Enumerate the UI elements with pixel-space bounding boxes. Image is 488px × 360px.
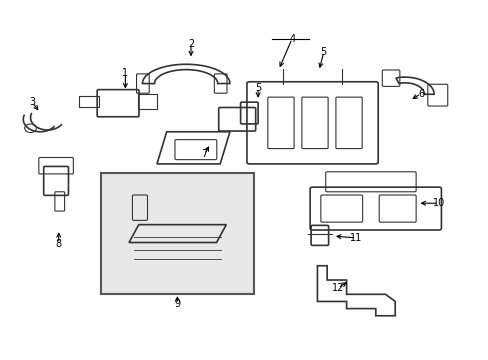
Text: 11: 11 (349, 233, 362, 243)
Text: 8: 8 (56, 239, 61, 249)
Text: 2: 2 (187, 39, 194, 49)
Bar (101, 173, 254, 294)
Text: 12: 12 (331, 283, 344, 293)
Text: 5: 5 (254, 83, 261, 93)
Text: 6: 6 (417, 89, 423, 99)
Text: 4: 4 (288, 33, 295, 44)
Text: 7: 7 (201, 149, 207, 159)
Text: 3: 3 (29, 97, 35, 107)
Text: 9: 9 (174, 299, 180, 309)
Text: 10: 10 (432, 198, 444, 208)
Text: 1: 1 (122, 68, 128, 78)
Text: 5: 5 (320, 47, 326, 57)
